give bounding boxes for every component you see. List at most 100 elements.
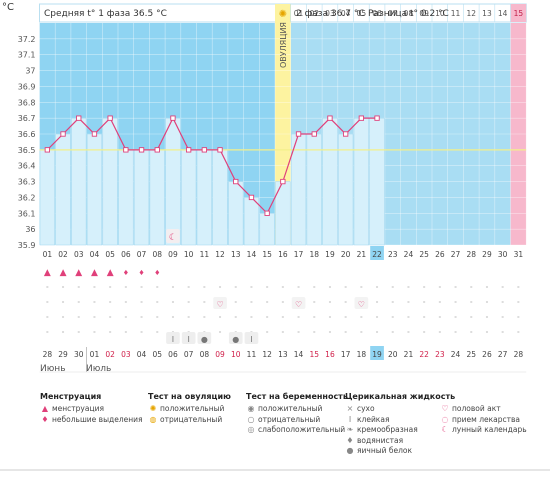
symbol-dot bbox=[438, 286, 441, 288]
symbol-dot bbox=[187, 301, 190, 303]
legend-label: небольшие выделения bbox=[52, 414, 143, 424]
menstruation-icon: ♦ bbox=[138, 269, 144, 277]
symbol-dot bbox=[140, 316, 143, 318]
calendar-date-label: 28 bbox=[43, 350, 53, 359]
temperature-point bbox=[374, 115, 380, 121]
symbol-dot bbox=[281, 286, 284, 288]
cycle-day-label: 17 bbox=[294, 250, 304, 259]
legend-icon: ♦ bbox=[346, 435, 354, 445]
symbol-dot bbox=[156, 301, 159, 303]
temperature-bar bbox=[102, 117, 118, 246]
symbol-dot bbox=[124, 301, 127, 303]
calendar-date-label: 12 bbox=[262, 350, 272, 359]
calendar-date-label: 06 bbox=[168, 350, 178, 359]
cycle-day-label: 29 bbox=[482, 250, 492, 259]
legend-label: половой акт bbox=[452, 404, 501, 413]
temperature-point bbox=[280, 178, 286, 185]
phase2-day-label: 03 bbox=[325, 9, 335, 18]
calendar-date-label: 22 bbox=[419, 350, 429, 359]
calendar-date-label: 11 bbox=[247, 350, 257, 359]
symbol-dot bbox=[344, 316, 347, 318]
temperature-bar bbox=[322, 117, 338, 246]
legend-item: ✺ положительный bbox=[148, 404, 225, 413]
legend-item: ❧ кремообразная bbox=[345, 425, 418, 434]
temperature-point bbox=[154, 147, 160, 153]
calendar-date-label: 10 bbox=[231, 350, 241, 359]
symbol-dot bbox=[438, 301, 441, 303]
calendar-date-label: 04 bbox=[137, 350, 147, 359]
symbol-dot bbox=[266, 331, 269, 333]
cycle-day-label: 09 bbox=[168, 250, 178, 259]
legend-group-title: Тест на овуляцию bbox=[148, 392, 231, 401]
calendar-date-label: 26 bbox=[482, 350, 492, 359]
calendar-date-label: 27 bbox=[498, 350, 508, 359]
symbol-dot bbox=[140, 301, 143, 303]
symbol-dot bbox=[297, 331, 300, 333]
symbol-dot bbox=[62, 301, 65, 303]
month-label-june: Июнь bbox=[40, 364, 66, 374]
symbol-dot bbox=[171, 301, 174, 303]
symbol-dot bbox=[454, 331, 457, 333]
temperature-bar bbox=[133, 149, 150, 246]
symbol-dot bbox=[266, 316, 269, 318]
y-tick-label: 36.8 bbox=[18, 98, 36, 107]
cycle-day-label: 25 bbox=[419, 250, 429, 259]
heart-icon-bg bbox=[291, 297, 306, 309]
heart-icon: ♡ bbox=[295, 300, 302, 309]
legend-item: ▲ менструация bbox=[40, 404, 104, 413]
legend-item: ◉ положительный bbox=[246, 404, 323, 413]
cycle-day-label: 04 bbox=[90, 250, 100, 259]
legend-group-title: Церикальная жидкость bbox=[345, 392, 456, 401]
menstruation-icon: ▲ bbox=[75, 268, 82, 278]
symbol-dot bbox=[297, 286, 300, 288]
mucus-icon: Ӏ bbox=[187, 335, 189, 344]
symbol-dot bbox=[171, 316, 174, 318]
symbol-dot bbox=[454, 316, 457, 318]
last-day-header-cell bbox=[510, 4, 527, 22]
phase2-day-label: 12 bbox=[466, 9, 476, 18]
cycle-day-label: 24 bbox=[404, 250, 414, 259]
legend-icon: ❧ bbox=[346, 425, 354, 434]
symbol-dot bbox=[454, 286, 457, 288]
y-tick-label: 36.4 bbox=[18, 162, 36, 171]
heart-icon-bg bbox=[354, 297, 369, 309]
temperature-bar bbox=[228, 181, 244, 246]
symbol-dot bbox=[328, 331, 331, 333]
menstruation-icon: ▲ bbox=[91, 268, 98, 278]
y-tick-label: 36.7 bbox=[18, 114, 36, 123]
legend-icon: ☾ bbox=[441, 425, 449, 434]
symbol-dot bbox=[46, 316, 49, 318]
temperature-point bbox=[327, 115, 333, 121]
calendar-date-label: 02 bbox=[105, 350, 115, 359]
cycle-day-label: 30 bbox=[498, 250, 508, 259]
cycle-day-label: 28 bbox=[466, 250, 476, 259]
legend-item: ☾ лунный календарь bbox=[440, 425, 526, 434]
symbol-dot bbox=[391, 286, 394, 288]
cycle-day-label: 16 bbox=[278, 250, 288, 259]
symbol-dot bbox=[187, 286, 190, 288]
symbol-dot bbox=[171, 286, 174, 288]
temperature-point bbox=[264, 210, 270, 216]
mucus-icon-bg bbox=[166, 332, 180, 344]
y-tick-label: 36 bbox=[25, 225, 35, 234]
symbol-dot bbox=[234, 316, 237, 318]
y-tick-label: 36.2 bbox=[18, 193, 36, 202]
cycle-day-label: 06 bbox=[121, 250, 131, 259]
cycle-day-label: 10 bbox=[184, 250, 194, 259]
cycle-day-label: 19 bbox=[325, 250, 335, 259]
symbol-dot bbox=[203, 301, 206, 303]
heart-icon: ♡ bbox=[358, 300, 365, 309]
symbol-dot bbox=[203, 316, 206, 318]
moon-icon-bg bbox=[166, 229, 180, 243]
calendar-date-label: 07 bbox=[184, 350, 194, 359]
mucus-icon-bg bbox=[181, 332, 196, 344]
menstruation-icon: ▲ bbox=[107, 268, 114, 278]
phase2-day-label: 15 bbox=[514, 9, 524, 18]
cycle-day-label: 12 bbox=[215, 250, 225, 259]
cycle-day-label: 03 bbox=[74, 250, 84, 259]
symbol-dot bbox=[407, 286, 410, 288]
legend-icon: ● bbox=[346, 446, 354, 455]
legend-item: ♦ небольшие выделения bbox=[40, 414, 143, 424]
temperature-bar bbox=[369, 117, 385, 246]
temperature-bar bbox=[338, 133, 354, 246]
